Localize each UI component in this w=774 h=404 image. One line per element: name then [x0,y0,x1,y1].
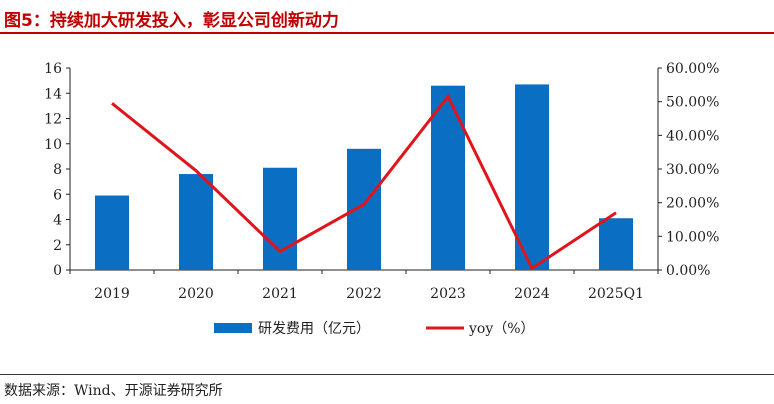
x-tick-label: 2022 [346,286,382,302]
legend-label-line: yoy（%） [468,321,535,337]
x-tick-label: 2025Q1 [588,286,644,302]
y-left-tick-label: 6 [53,187,62,203]
y-left-tick-label: 10 [44,137,62,153]
x-tick-label: 2020 [178,286,214,302]
bar [95,195,129,270]
figure-title: 图5：持续加大研发投入，彰显公司创新动力 [4,11,339,31]
combo-chart: 0 2 4 6 8 10 12 14 16 0.00% 10.00% 20.00% 30.00% 40.0… [44,61,719,337]
y-left-tick-label: 4 [53,213,62,229]
y-left-tick-label: 14 [44,86,62,102]
legend-swatch-bar [214,323,252,333]
title-rule [0,32,774,34]
source-note: 数据来源：Wind、开源证券研究所 [4,383,223,399]
y-right-tick-label: 20.00% [666,196,719,212]
y-left-tick-label: 2 [53,238,62,254]
x-tick-label: 2023 [430,286,466,302]
x-tick-label: 2019 [94,286,130,302]
bar [263,167,297,270]
y-right-tick-label: 30.00% [666,162,719,178]
y-right-tick-label: 40.00% [666,128,719,144]
y-right-tick-label: 60.00% [666,61,719,77]
source-rule [0,374,774,375]
y-left-tick-label: 0 [53,263,62,279]
title-bar: 图5：持续加大研发投入，彰显公司创新动力 [0,0,774,34]
bar [599,218,633,270]
y-right-tick-label: 0.00% [666,263,710,279]
x-tick-label: 2021 [262,286,298,302]
bar [515,84,549,270]
legend-label-bar: 研发费用（亿元） [258,321,370,337]
y-right-tick-label: 10.00% [666,229,719,245]
bar [179,174,213,270]
y-left-tick-label: 8 [53,162,62,178]
y-right-tick-label: 50.00% [666,95,719,111]
y-left-tick-label: 12 [44,112,62,128]
y-left-tick-label: 16 [44,61,62,77]
x-tick-label: 2024 [514,286,550,302]
